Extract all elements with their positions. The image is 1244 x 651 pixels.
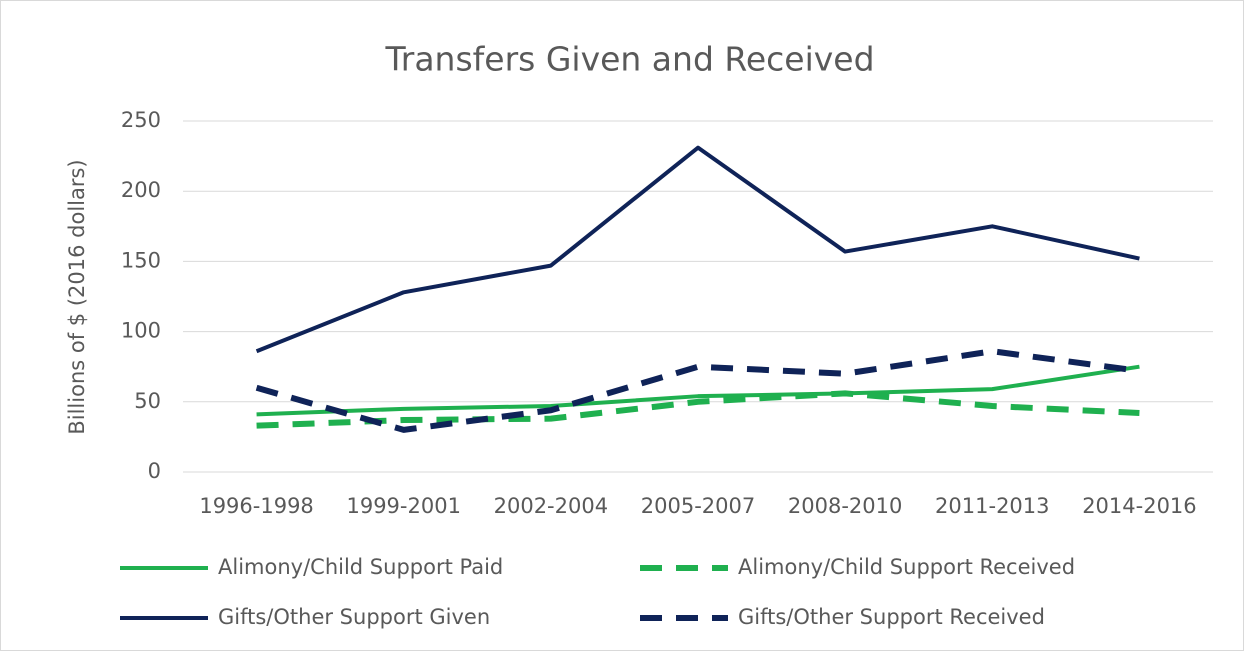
y-tick-label: 100 bbox=[121, 319, 161, 343]
legend-label: Gifts/Other Support Received bbox=[738, 605, 1045, 629]
y-tick-label: 250 bbox=[121, 108, 161, 132]
x-tick-label: 2011-2013 bbox=[935, 494, 1049, 518]
line-series bbox=[256, 390, 1140, 429]
y-tick-label: 50 bbox=[134, 389, 161, 413]
line-series bbox=[256, 364, 1140, 417]
x-tick-label: 2005-2007 bbox=[641, 494, 755, 518]
chart-title: Transfers Given and Received bbox=[384, 40, 874, 79]
line-series bbox=[255, 348, 1140, 433]
y-tick-label: 150 bbox=[121, 248, 161, 272]
y-axis-label: Billions of $ (2016 dollars) bbox=[65, 159, 89, 434]
x-tick-label: 1996-1998 bbox=[199, 494, 313, 518]
legend-label: Gifts/Other Support Given bbox=[218, 605, 490, 629]
x-tick-label: 2002-2004 bbox=[494, 494, 608, 518]
x-tick-label: 1999-2001 bbox=[346, 494, 460, 518]
legend-label: Alimony/Child Support Paid bbox=[218, 555, 503, 579]
x-tick-label: 2014-2016 bbox=[1082, 494, 1196, 518]
legend-label: Alimony/Child Support Received bbox=[738, 555, 1075, 579]
line-series bbox=[255, 145, 1140, 354]
y-tick-label: 0 bbox=[148, 459, 161, 483]
x-tick-label: 2008-2010 bbox=[788, 494, 902, 518]
y-tick-label: 200 bbox=[121, 178, 161, 202]
